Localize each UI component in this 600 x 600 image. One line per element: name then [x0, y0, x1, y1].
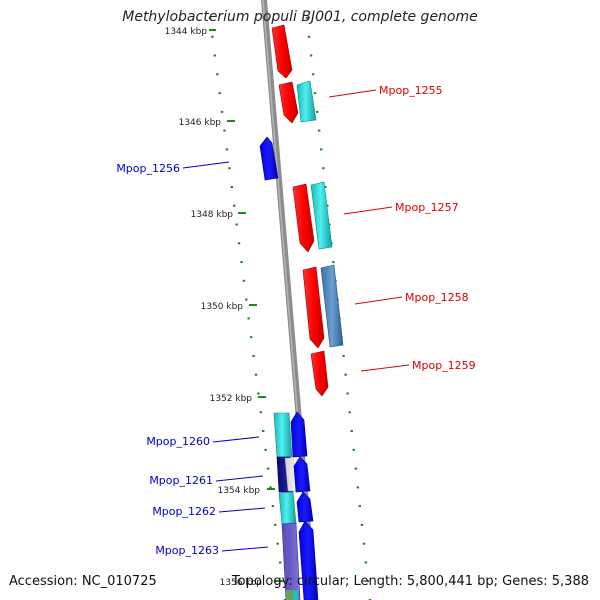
gene-label-text[interactable]: Mpop_1259 — [412, 359, 476, 372]
scale-ruler: 1344 kbp 1346 kbp 1348 kbp 1350 kbp 1352… — [165, 27, 282, 588]
gene-arrow[interactable] — [271, 24, 293, 79]
scale-circle-inner — [208, 17, 287, 600]
gene-arrow[interactable] — [296, 80, 317, 123]
gene-label-text[interactable]: Mpop_1263 — [155, 544, 219, 557]
gene-arrow[interactable] — [298, 520, 319, 600]
gene-fragment — [286, 590, 293, 600]
scale-tick: 1348 kbp — [191, 210, 246, 220]
scale-tick-label: 1348 kbp — [191, 210, 234, 220]
gene-arrow[interactable] — [302, 266, 325, 349]
gene-arrow[interactable] — [273, 412, 293, 458]
gene-label-text[interactable]: Mpop_1255 — [379, 84, 443, 97]
scale-tick: 1350 kbp — [201, 302, 257, 312]
gene-label-text[interactable]: Mpop_1262 — [152, 505, 216, 518]
gene-arrow[interactable] — [281, 522, 301, 600]
gene-arrow[interactable] — [310, 181, 333, 250]
gene-arrow[interactable] — [292, 183, 315, 253]
forward-strand-track — [271, 24, 344, 397]
gene-arrow[interactable] — [296, 491, 314, 523]
gene-arrow[interactable] — [310, 350, 329, 397]
scale-tick-label: 1344 kbp — [165, 27, 208, 37]
gene-label-text[interactable]: Mpop_1261 — [149, 474, 213, 487]
gene-label-mpop-1261[interactable]: Mpop_1261 — [149, 474, 264, 487]
gene-label-text[interactable]: Mpop_1256 — [116, 162, 180, 175]
gene-arrow[interactable] — [278, 491, 297, 525]
scale-tick-label: 1346 kbp — [179, 118, 222, 128]
gene-arrow[interactable] — [278, 81, 299, 124]
gene-label-text[interactable]: Mpop_1257 — [395, 201, 459, 214]
gene-arrow[interactable] — [320, 264, 344, 348]
gene-labels: Mpop_1255 Mpop_1256 Mpop_1257 Mpop_1258 … — [116, 84, 475, 557]
gene-label-mpop-1263[interactable]: Mpop_1263 — [155, 544, 269, 557]
scale-tick-label: 1352 kbp — [210, 394, 253, 404]
gene-label-text[interactable]: Mpop_1258 — [405, 291, 469, 304]
gene-fragment — [293, 590, 298, 600]
accession-text: Accession: NC_010725 — [9, 574, 157, 589]
gene-label-mpop-1258[interactable]: Mpop_1258 — [354, 291, 469, 305]
gene-label-mpop-1255[interactable]: Mpop_1255 — [328, 84, 443, 98]
gene-label-mpop-1256[interactable]: Mpop_1256 — [116, 161, 230, 175]
gene-arrow[interactable] — [259, 136, 279, 181]
gene-label-mpop-1260[interactable]: Mpop_1260 — [146, 435, 260, 448]
scale-tick: 1346 kbp — [179, 118, 235, 128]
scale-tick-label: 1356 kbp — [220, 578, 263, 588]
scale-tick: 1356 kbp — [220, 578, 282, 588]
gene-arrow[interactable] — [290, 411, 308, 458]
scale-tick-label: 1350 kbp — [201, 302, 244, 312]
genome-summary-text: Topology: circular; Length: 5,800,441 bp… — [231, 574, 589, 589]
scale-tick: 1344 kbp — [165, 27, 216, 37]
gene-arrow[interactable] — [293, 456, 311, 493]
map-title: Methylobacterium populi BJ001, complete … — [122, 9, 478, 25]
gene-label-mpop-1257[interactable]: Mpop_1257 — [343, 201, 459, 215]
gene-label-mpop-1259[interactable]: Mpop_1259 — [360, 359, 476, 372]
scale-tick-label: 1354 kbp — [218, 486, 261, 496]
gene-label-mpop-1262[interactable]: Mpop_1262 — [152, 505, 266, 518]
gene-label-text[interactable]: Mpop_1260 — [146, 435, 210, 448]
reverse-strand-track — [259, 136, 319, 600]
scale-tick: 1352 kbp — [210, 394, 266, 404]
scale-tick: 1354 kbp — [218, 486, 275, 496]
